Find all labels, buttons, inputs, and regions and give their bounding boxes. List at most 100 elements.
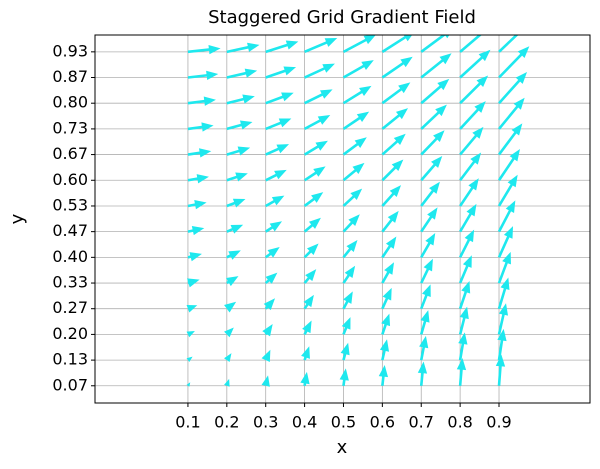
x-tick-label: 0.8 <box>447 413 472 432</box>
x-tick-label: 0.3 <box>253 413 278 432</box>
arrow <box>303 140 328 156</box>
arrow <box>381 35 413 53</box>
arrow <box>458 255 472 284</box>
arrow <box>226 172 248 182</box>
arrow <box>342 111 370 130</box>
y-tick-label: 0.53 <box>52 195 88 214</box>
arrow <box>224 327 234 338</box>
x-axis-label: x <box>337 437 348 458</box>
arrow <box>420 181 440 207</box>
arrow <box>265 118 292 131</box>
arrow <box>303 115 331 131</box>
arrow <box>459 101 486 130</box>
arrow <box>226 146 251 156</box>
x-tick-label: 0.4 <box>292 413 317 432</box>
arrow <box>381 108 409 130</box>
y-tick-label: 0.60 <box>52 170 88 189</box>
y-tick-label: 0.87 <box>52 67 88 86</box>
arrow <box>342 60 374 79</box>
y-tick-label: 0.93 <box>52 41 88 60</box>
arrow <box>419 335 429 361</box>
arrow <box>186 356 193 362</box>
arrow <box>497 226 514 258</box>
arrow <box>226 94 255 105</box>
arrow <box>339 368 349 386</box>
arrow <box>342 137 367 156</box>
arrow <box>187 252 202 262</box>
arrow <box>301 346 310 361</box>
arrow <box>342 240 358 259</box>
arrow <box>224 378 230 387</box>
arrow <box>420 78 450 105</box>
x-tick-label: 0.1 <box>175 413 200 432</box>
arrow <box>459 178 479 207</box>
arrow <box>187 200 207 210</box>
arrow <box>497 149 521 181</box>
y-tick-label: 0.13 <box>52 350 88 369</box>
arrow <box>265 221 283 233</box>
arrow <box>497 328 507 361</box>
arrow <box>498 71 528 105</box>
arrow <box>497 251 511 284</box>
y-tick-label: 0.40 <box>52 247 88 266</box>
arrow <box>304 37 338 54</box>
arrow <box>303 192 324 208</box>
arrow <box>263 298 276 311</box>
arrow <box>381 287 392 310</box>
arrow <box>381 210 399 233</box>
arrow <box>459 152 482 182</box>
arrow <box>303 269 317 284</box>
arrow <box>495 354 506 386</box>
arrow <box>420 130 445 156</box>
arrow <box>265 195 285 208</box>
arrow <box>381 56 413 79</box>
arrow <box>265 40 299 54</box>
arrow <box>341 317 351 335</box>
y-tick-label: 0.80 <box>52 93 88 112</box>
arrow <box>224 301 237 313</box>
y-tick-label: 0.27 <box>52 298 88 317</box>
arrow <box>498 46 530 79</box>
arrow <box>303 243 319 259</box>
labels: 0.1 0.2 0.3 0.4 0.5 0.6 0.7 0.8 0.9 0.07 0.13 0.20 0… <box>52 41 511 431</box>
arrow <box>379 339 390 361</box>
arrow <box>224 353 232 362</box>
x-tick-label: 0.7 <box>409 413 434 432</box>
arrow <box>381 313 391 335</box>
x-tick-label: 0.5 <box>331 413 356 432</box>
arrows <box>186 35 530 387</box>
arrow <box>381 262 395 284</box>
arrow <box>186 382 191 387</box>
arrow <box>458 280 471 310</box>
arrow <box>187 148 212 158</box>
arrow <box>265 66 297 79</box>
arrow <box>226 250 241 260</box>
arrow <box>187 96 216 106</box>
axes-frame <box>94 34 591 404</box>
arrow <box>261 349 271 362</box>
arrow <box>226 224 244 234</box>
chart-title: Staggered Grid Gradient Field <box>208 7 476 28</box>
arrow <box>420 53 452 79</box>
arrow <box>381 236 397 259</box>
arrow <box>187 70 219 81</box>
arrow <box>342 265 356 284</box>
arrow <box>458 306 469 335</box>
arrow <box>381 82 411 105</box>
arrow <box>497 174 518 207</box>
arrow <box>459 203 477 233</box>
x-tick-label: 0.6 <box>370 413 395 432</box>
arrow <box>187 174 209 184</box>
y-tick-label: 0.33 <box>52 273 88 292</box>
arrow <box>456 358 467 386</box>
arrow <box>420 258 433 284</box>
arrow <box>187 44 221 55</box>
arrow <box>187 278 200 288</box>
arrow <box>419 310 430 335</box>
y-tick-label: 0.20 <box>52 324 88 343</box>
arrow <box>420 156 443 182</box>
arrow <box>497 200 516 233</box>
arrow <box>378 364 389 386</box>
arrow <box>417 361 428 386</box>
